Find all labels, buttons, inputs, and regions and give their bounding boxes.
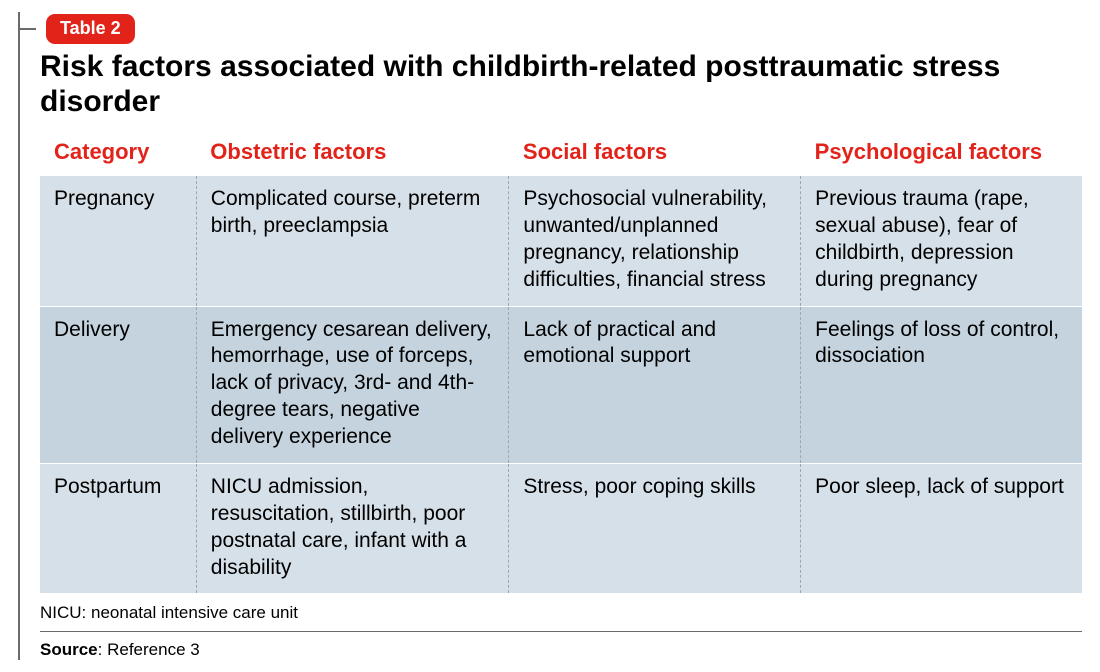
footnote: NICU: neonatal intensive care unit (40, 603, 1082, 632)
cell-psych: Poor sleep, lack of support (801, 463, 1082, 593)
cell-obstetric: Emergency cesarean delivery, hemorrhage,… (196, 306, 509, 463)
table-row: Pregnancy Complicated course, preterm bi… (40, 176, 1082, 307)
table-container: Table 2 Risk factors associated with chi… (18, 12, 1082, 660)
cell-category: Delivery (40, 306, 196, 463)
cell-social: Lack of practical and emotional support (509, 306, 801, 463)
cell-obstetric: NICU admission, resuscitation, stillbirt… (196, 463, 509, 593)
cell-social: Psychosocial vulnerability, unwanted/unp… (509, 176, 801, 307)
source-sep: : (98, 640, 107, 659)
cell-psych: Feelings of loss of control, dissociatio… (801, 306, 1082, 463)
header-category: Category (40, 133, 196, 176)
cell-psych: Previous trauma (rape, sexual abuse), fe… (801, 176, 1082, 307)
table-head: Category Obstetric factors Social factor… (40, 133, 1082, 176)
risk-factors-table: Category Obstetric factors Social factor… (40, 133, 1082, 593)
table-body: Pregnancy Complicated course, preterm bi… (40, 176, 1082, 594)
badge-row: Table 2 (18, 12, 1082, 46)
table-row: Postpartum NICU admission, resuscitation… (40, 463, 1082, 593)
cell-category: Postpartum (40, 463, 196, 593)
table-title: Risk factors associated with childbirth-… (40, 50, 1082, 119)
cell-social: Stress, poor coping skills (509, 463, 801, 593)
cell-category: Pregnancy (40, 176, 196, 307)
source-value: Reference 3 (107, 640, 200, 659)
header-psych: Psychological factors (801, 133, 1082, 176)
header-social: Social factors (509, 133, 801, 176)
cell-obstetric: Complicated course, preterm birth, preec… (196, 176, 509, 307)
source-line: Source: Reference 3 (40, 640, 1082, 660)
table-number-badge: Table 2 (46, 14, 135, 44)
table-row: Delivery Emergency cesarean delivery, he… (40, 306, 1082, 463)
corner-tick (18, 28, 36, 30)
header-row: Category Obstetric factors Social factor… (40, 133, 1082, 176)
source-label: Source (40, 640, 98, 659)
header-obstetric: Obstetric factors (196, 133, 509, 176)
